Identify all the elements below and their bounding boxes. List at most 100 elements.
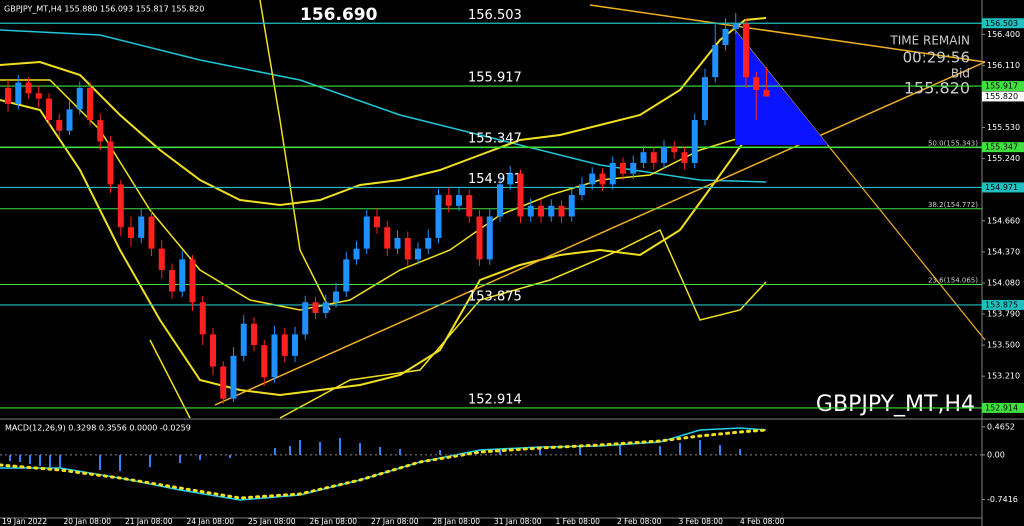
candle-body [681, 152, 688, 163]
level-box [982, 18, 1024, 29]
candle-body [538, 205, 544, 217]
candle-body [404, 237, 411, 260]
bid-label: Bid [951, 67, 970, 81]
level-box [982, 299, 1024, 310]
macd-tick-label: -0.7416 [987, 495, 1018, 504]
candle-body [640, 152, 647, 163]
candle-body [497, 184, 503, 217]
y-tick-label: 154.660 [987, 216, 1020, 225]
candle-body [138, 216, 145, 238]
x-tick-label: 27 Jan 08:00 [371, 517, 419, 526]
candle-body [46, 98, 52, 121]
candle-body [363, 216, 370, 249]
fib-label: 23.6(154.065) [928, 277, 978, 285]
candle-body [343, 259, 350, 292]
candle-body [415, 248, 421, 260]
candle-body [322, 302, 329, 313]
time-remain-label: TIME REMAIN [889, 34, 970, 48]
level-axis-label: 154.971 [985, 183, 1018, 192]
candle-body [630, 162, 637, 174]
candle-body [558, 205, 565, 217]
candle-body [445, 195, 452, 206]
level-box [982, 81, 1024, 92]
level-box [982, 402, 1024, 413]
candle-body [384, 227, 391, 249]
candle-body [722, 28, 729, 46]
macd-histogram [9, 438, 741, 471]
candle-body [599, 173, 606, 185]
bid-box [982, 91, 1024, 102]
candle-body [702, 77, 708, 121]
trend-line [214, 61, 986, 406]
candle-body [220, 366, 227, 399]
envelope [259, 0, 331, 311]
candle-body [435, 195, 442, 238]
candle-body [230, 355, 237, 399]
candle-body [609, 162, 616, 185]
candle-body [763, 90, 770, 97]
y-tick-label: 153.790 [987, 310, 1020, 319]
bid-axis-label: 155.820 [985, 92, 1018, 101]
indicators [0, 0, 986, 419]
candle-body [712, 45, 719, 78]
candle-body [302, 302, 309, 335]
candle-body [753, 77, 760, 91]
candle-body [179, 259, 186, 292]
candle-body [128, 227, 134, 238]
y-tick-label: 156.400 [987, 30, 1020, 39]
macd-tick-label: 0.00 [987, 450, 1005, 459]
band-lower [0, 99, 767, 397]
candle-body [251, 323, 257, 346]
trend-line [589, 4, 986, 63]
x-tick-label: 3 Feb 08:00 [679, 517, 724, 526]
time-remain: 00:29:56 [903, 49, 970, 67]
candle-body [56, 120, 63, 131]
macd-tick-label: 0.4652 [987, 422, 1015, 431]
candle-body [117, 184, 124, 228]
candle-body [568, 195, 575, 217]
level-label: 155.917 [468, 71, 522, 86]
x-tick-label: 25 Jan 08:00 [248, 517, 296, 526]
level-label: 153.875 [468, 289, 522, 304]
candle-body [486, 216, 493, 260]
candle-body [281, 334, 288, 356]
macd-plot [0, 427, 768, 501]
candle-body [661, 146, 667, 163]
envelope [149, 339, 191, 419]
candle-body [261, 345, 268, 378]
band-upper [0, 17, 767, 207]
candle-body [66, 109, 73, 131]
candle-body [548, 205, 555, 217]
x-tick-label: 2 Feb 08:00 [617, 517, 662, 526]
candle-body [15, 82, 22, 104]
candle-body [76, 87, 83, 110]
candle-body [240, 323, 247, 356]
level-box [982, 142, 1024, 153]
candle-body [292, 334, 298, 356]
y-tick-label: 155.530 [987, 123, 1020, 132]
fib-label: 38.2(154.772) [928, 201, 978, 209]
chart-header: GBPJPY_MT,H4 155.880 156.093 155.817 155… [4, 5, 204, 14]
candle-body [271, 334, 278, 378]
candle-body [107, 141, 114, 185]
candle-body [671, 146, 678, 153]
candle-body [466, 195, 473, 217]
watermark: GBPJPY_MT,H4 [816, 392, 975, 417]
x-tick-label: 21 Jan 08:00 [125, 517, 173, 526]
candle-body [527, 205, 534, 217]
x-tick-label: 26 Jan 08:00 [310, 517, 358, 526]
candle-body [456, 195, 462, 206]
level-axis-label: 153.875 [985, 300, 1018, 309]
candle-body [691, 120, 698, 163]
y-tick-label: 156.110 [987, 61, 1020, 70]
candle-body [199, 302, 206, 335]
y-tick-label: 154.080 [987, 278, 1020, 287]
candle-body [97, 120, 104, 142]
y-tick-label: 153.210 [987, 372, 1020, 381]
x-tick-label: 19 Jan 2022 [2, 517, 47, 526]
bid: 155.820 [904, 79, 970, 98]
y-tick-label: 153.500 [987, 341, 1020, 350]
candle-body [732, 23, 739, 29]
